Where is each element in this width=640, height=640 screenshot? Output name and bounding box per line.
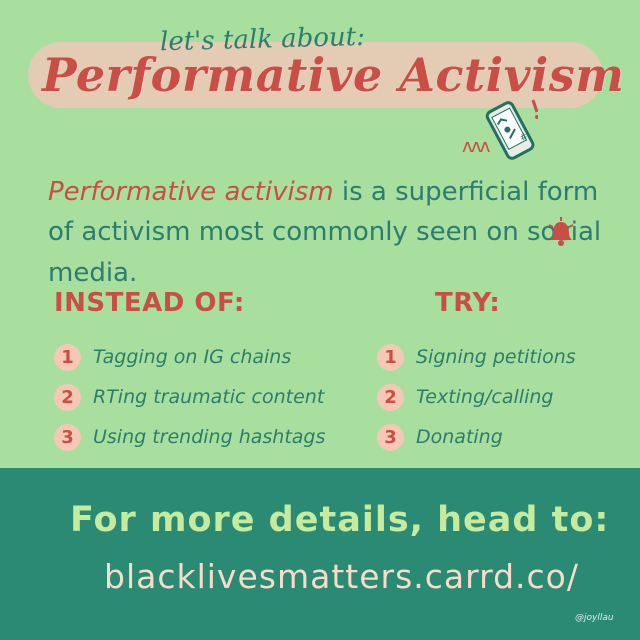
item-number: 3 <box>377 423 404 451</box>
item-text: Tagging on IG chains <box>93 346 292 368</box>
title-highlight <box>28 42 603 108</box>
try-heading: TRY: <box>435 288 501 318</box>
item-number: 2 <box>54 383 81 411</box>
intro-paragraph: Performative activism is a superficial f… <box>48 172 603 293</box>
try-item: 2 Texting/calling <box>377 378 607 416</box>
footer-title: For more details, head to: <box>70 500 610 540</box>
item-text: Using trending hashtags <box>93 426 326 448</box>
instead-of-item: 1 Tagging on IG chains <box>54 338 314 376</box>
try-item: 1 Signing petitions <box>377 338 607 376</box>
try-item: 3 Donating <box>377 418 607 456</box>
item-number: 1 <box>377 343 404 371</box>
page-title: Performative Activism <box>42 48 625 102</box>
item-text: RTing traumatic content <box>93 386 325 408</box>
bell-icon <box>548 217 574 246</box>
bottom-section <box>0 468 640 640</box>
item-number: 2 <box>377 383 404 411</box>
phone-icon: # <box>485 99 538 160</box>
instead-of-column: INSTEAD OF: 1 Tagging on IG chains 2 RTi… <box>54 288 325 458</box>
intro-emphasis: Performative activism <box>48 177 334 207</box>
instead-of-heading: INSTEAD OF: <box>54 288 245 318</box>
instead-of-item: 3 Using trending hashtags <box>54 418 325 456</box>
item-text: Donating <box>416 426 503 448</box>
artist-credit: @joyllau <box>575 613 614 623</box>
item-number: 3 <box>54 423 81 451</box>
try-column: TRY: 1 Signing petitions 2 Texting/calli… <box>377 288 607 458</box>
item-text: Signing petitions <box>416 346 576 368</box>
instead-of-item: 2 RTing traumatic content <box>54 378 324 416</box>
intro-text: is a superficial form of activism most c… <box>48 177 602 288</box>
scribble-icon: ʌʌʌ <box>462 136 490 157</box>
svg-text:#: # <box>518 132 529 144</box>
item-text: Texting/calling <box>416 386 554 408</box>
item-number: 1 <box>54 343 81 371</box>
footer-link[interactable]: blacklivesmatters.carrd.co/ <box>104 557 579 596</box>
